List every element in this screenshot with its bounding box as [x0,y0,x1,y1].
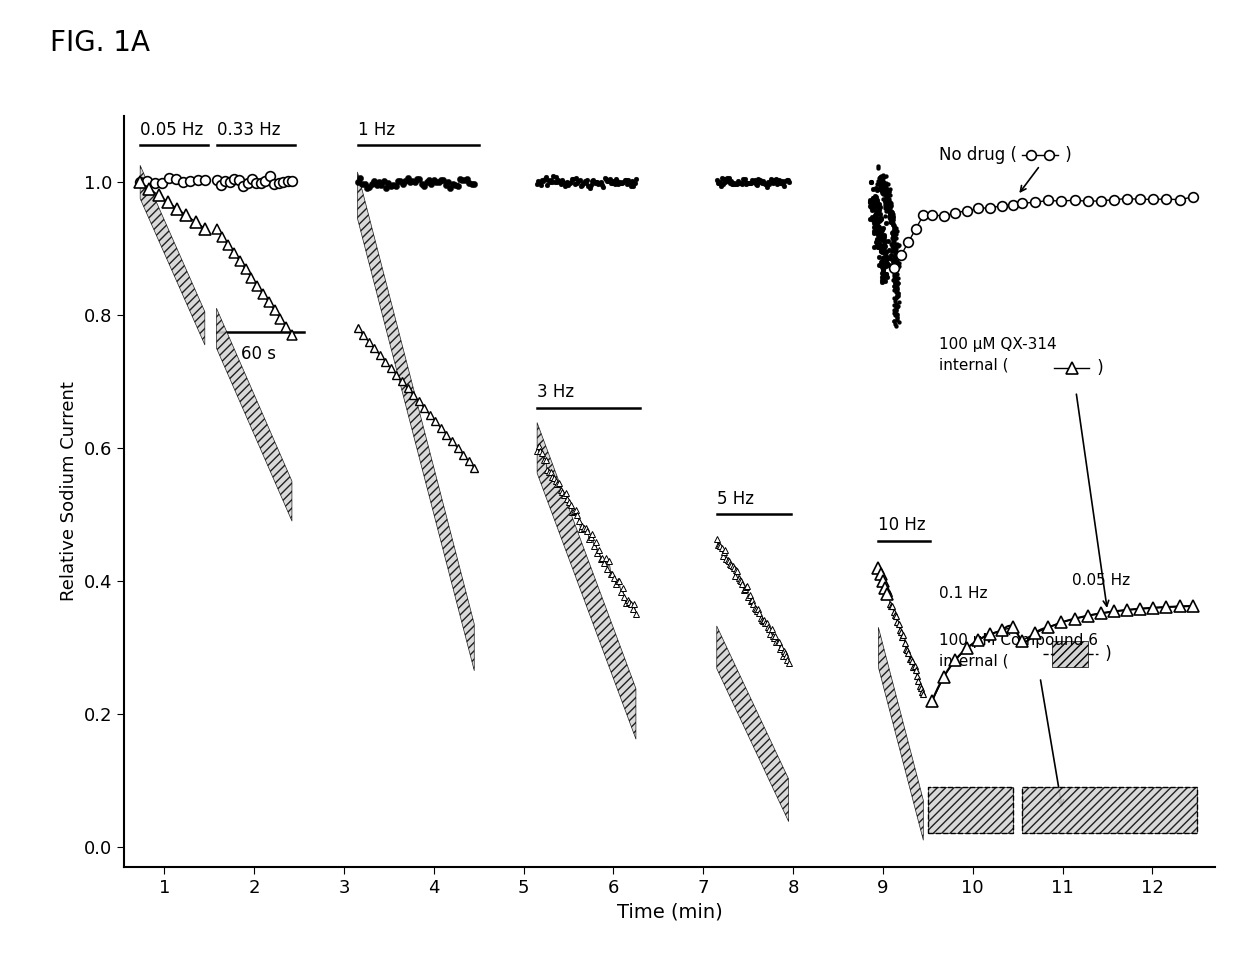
Text: No drug (: No drug ( [939,146,1017,165]
Text: 3 Hz: 3 Hz [537,383,574,402]
Text: 0.33 Hz: 0.33 Hz [217,120,280,139]
Text: 60 s: 60 s [242,345,277,363]
X-axis label: Time (min): Time (min) [616,902,723,921]
Text: FIG. 1A: FIG. 1A [50,29,150,57]
Text: 0.05 Hz: 0.05 Hz [140,120,203,139]
Text: 10 Hz: 10 Hz [878,516,926,534]
Text: 0.1 Hz: 0.1 Hz [939,586,987,601]
Text: ): ) [1092,359,1104,377]
Text: ): ) [1060,146,1071,165]
Y-axis label: Relative Sodium Current: Relative Sodium Current [60,381,78,601]
Text: 0.05 Hz: 0.05 Hz [1071,573,1130,587]
Text: ): ) [1100,645,1112,663]
Text: 5 Hz: 5 Hz [717,490,754,508]
Text: 1 Hz: 1 Hz [357,120,394,139]
Text: 100 μM QX-314
internal (: 100 μM QX-314 internal ( [939,337,1056,373]
Bar [928,787,1013,833]
Bar [1022,787,1198,833]
Text: 100 μM Compound 6
internal (: 100 μM Compound 6 internal ( [939,633,1097,668]
